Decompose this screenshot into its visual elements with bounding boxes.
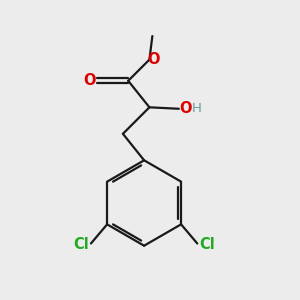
Text: O: O [83,73,95,88]
Text: Cl: Cl [199,238,215,253]
Text: O: O [179,101,192,116]
Text: H: H [192,102,202,115]
Text: O: O [148,52,160,67]
Text: Cl: Cl [74,238,89,253]
